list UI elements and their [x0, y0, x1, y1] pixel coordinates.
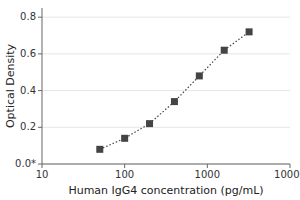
y-tick-label: 0.6	[20, 48, 36, 59]
x-tick	[290, 164, 291, 168]
data-point	[121, 135, 128, 142]
y-axis-label: Optical Density	[4, 43, 17, 128]
x-axis-label: Human IgG4 concentration (pg/mL)	[68, 184, 263, 197]
x-tick	[124, 164, 125, 168]
x-tick-label: 100	[115, 169, 134, 180]
data-point	[196, 72, 203, 79]
data-point	[221, 47, 228, 54]
y-tick	[38, 53, 42, 54]
x-tick	[207, 164, 208, 168]
y-axis-line	[42, 8, 43, 164]
x-tick-label: 1000	[195, 169, 220, 180]
x-tick-label: 10000	[274, 169, 300, 180]
y-tick	[38, 164, 42, 165]
y-tick	[38, 127, 42, 128]
chart-container: 0.0* 0.2 0.4 0.6 0.8 10 100 1000 10000 Human IgG4…	[0, 0, 300, 200]
x-tick-label: 10	[36, 169, 49, 180]
y-grid-line	[42, 53, 290, 54]
data-point	[246, 28, 253, 35]
y-grid-line	[42, 90, 290, 91]
chart: 0.0* 0.2 0.4 0.6 0.8 10 100 1000 10000 Human IgG4…	[0, 0, 300, 200]
data-line	[100, 32, 249, 149]
y-tick	[38, 90, 42, 91]
plot-area	[96, 28, 252, 152]
y-tick-label: 0.8	[20, 11, 36, 22]
y-tick-label: 0.0*	[15, 158, 36, 169]
y-tick	[38, 17, 42, 18]
x-axis-line	[42, 164, 290, 165]
x-tick	[42, 164, 43, 168]
data-point	[171, 98, 178, 105]
y-grid-line	[42, 127, 290, 128]
data-point	[146, 120, 153, 127]
data-point	[96, 146, 103, 153]
y-tick-label: 0.4	[20, 85, 36, 96]
y-grid-line	[42, 17, 290, 18]
y-grid-line	[42, 164, 290, 165]
y-tick-label: 0.2	[20, 121, 36, 132]
